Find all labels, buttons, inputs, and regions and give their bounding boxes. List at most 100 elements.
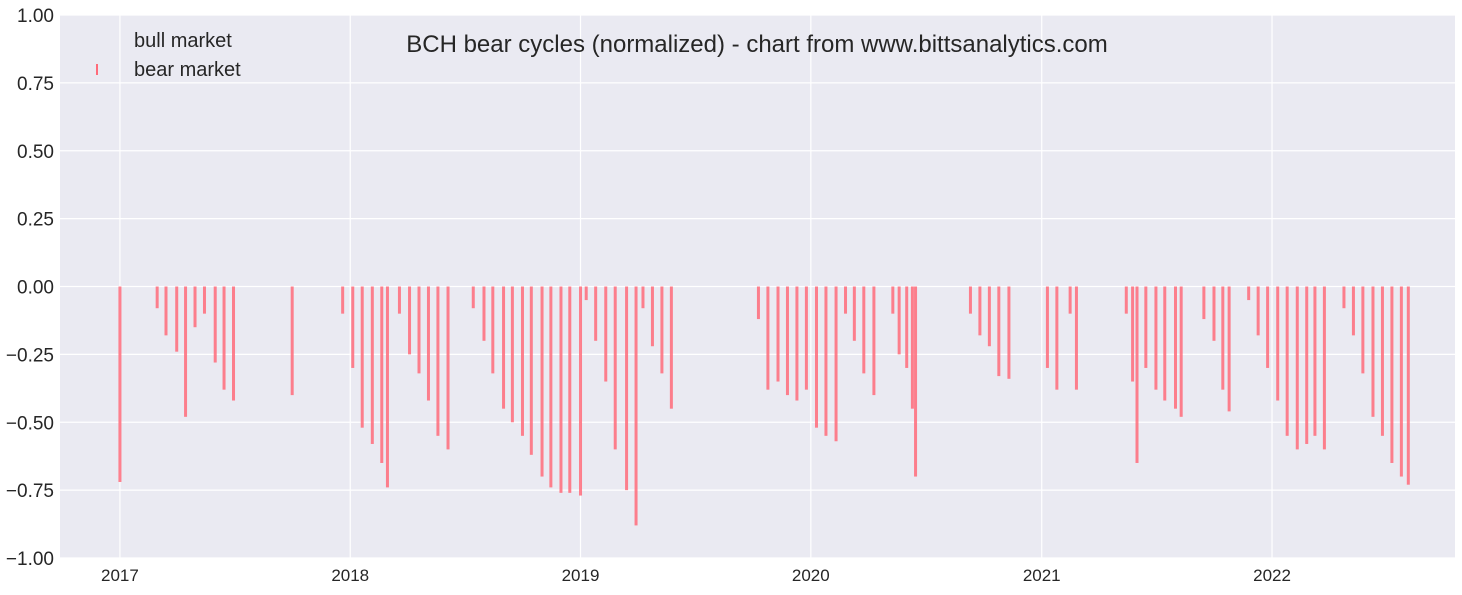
bear-bar (1212, 286, 1216, 341)
bear-bar (202, 286, 206, 314)
bear-bar (491, 286, 495, 374)
bear-bar (1247, 286, 1251, 301)
bear-bar (756, 286, 760, 320)
bear-bar (1406, 286, 1410, 485)
bear-bar (1276, 286, 1280, 401)
x-tick-labels: 2017 2018 2019 2020 2021 2022 (101, 566, 1291, 585)
bear-bar (914, 286, 918, 477)
bear-bar (776, 286, 780, 382)
bear-bar (1266, 286, 1270, 368)
bear-bar (351, 286, 355, 368)
bear-bar (634, 286, 638, 526)
bear-bar (1351, 286, 1355, 336)
y-tick-label: −0.25 (6, 345, 54, 366)
bear-bar (766, 286, 770, 390)
bear-bar (1305, 286, 1309, 444)
bear-bar (579, 286, 583, 496)
bear-bar (380, 286, 384, 463)
bear-bar (1179, 286, 1183, 417)
bear-bar (852, 286, 856, 341)
bear-bar (834, 286, 838, 442)
bear-bar (213, 286, 217, 363)
bear-bar (814, 286, 818, 428)
bear-bar (222, 286, 226, 390)
bear-bar (785, 286, 789, 396)
bear-bar (1399, 286, 1403, 477)
bear-bar (1227, 286, 1231, 412)
bear-bar (118, 286, 122, 482)
bear-bar (341, 286, 345, 314)
bear-bar (1163, 286, 1167, 401)
bear-bar (540, 286, 544, 477)
x-tick-label: 2020 (792, 566, 830, 585)
bear-bar (795, 286, 799, 401)
bear-bar (804, 286, 808, 390)
bear-bar (1221, 286, 1225, 390)
bear-bar (520, 286, 524, 436)
bear-bar (471, 286, 475, 309)
bear-bar (594, 286, 598, 341)
y-tick-label: 0.75 (17, 74, 54, 95)
bear-bar (155, 286, 159, 309)
bear-bar (905, 286, 909, 368)
y-tick-label: −0.75 (6, 481, 54, 502)
bear-bar (669, 286, 673, 409)
x-tick-label: 2018 (331, 566, 369, 585)
bear-bar (1313, 286, 1317, 436)
bear-bar (184, 286, 188, 417)
bear-bar (604, 286, 608, 382)
bear-bar (510, 286, 514, 423)
bear-bar (650, 286, 654, 347)
bear-bar (193, 286, 197, 328)
bear-bar (625, 286, 629, 491)
bear-bar (549, 286, 553, 488)
bear-bar (1131, 286, 1135, 382)
bear-bar (1371, 286, 1375, 417)
y-tick-labels: 1.00 0.75 0.50 0.25 0.00 −0.25 −0.50 −0.75 −1.00 (6, 6, 54, 570)
bear-bar (1202, 286, 1206, 320)
x-tick-label: 2019 (562, 566, 600, 585)
bear-bar (1135, 286, 1139, 463)
y-tick-label: −1.00 (6, 549, 54, 570)
bear-bar (824, 286, 828, 436)
bear-bar (1124, 286, 1128, 314)
bear-bar (232, 286, 236, 401)
bear-bar (613, 286, 617, 450)
chart-title: BCH bear cycles (normalized) - chart fro… (406, 31, 1108, 58)
bear-bar (568, 286, 572, 493)
bear-bar (1390, 286, 1394, 463)
bear-bar (360, 286, 364, 428)
bear-bar (978, 286, 982, 336)
bear-bar (844, 286, 848, 314)
bear-bar (417, 286, 421, 374)
bear-bar (910, 286, 914, 409)
bear-bar (502, 286, 506, 409)
bear-bar (1285, 286, 1289, 436)
y-tick-label: 1.00 (17, 6, 54, 27)
legend: bull market bear market (96, 30, 241, 81)
bear-bar (968, 286, 972, 314)
bear-bars (118, 286, 1410, 526)
bear-bar (891, 286, 895, 314)
legend-bear-label: bear market (134, 59, 241, 81)
bear-bar (559, 286, 563, 493)
bear-bar (446, 286, 450, 450)
bear-bar (1154, 286, 1158, 390)
bear-bar (1055, 286, 1059, 390)
bear-bar (1074, 286, 1078, 390)
bear-bar (997, 286, 1001, 377)
bear-bar (1045, 286, 1049, 368)
bear-bar (641, 286, 645, 309)
bear-bar (397, 286, 401, 314)
x-tick-label: 2022 (1253, 566, 1291, 585)
bear-bar (872, 286, 876, 396)
bear-bar (987, 286, 991, 347)
bear-bar (1144, 286, 1148, 368)
bear-bar (529, 286, 533, 455)
bear-bar (426, 286, 430, 401)
bear-bar (385, 286, 389, 488)
bear-bar (408, 286, 412, 355)
bear-bar (862, 286, 866, 374)
